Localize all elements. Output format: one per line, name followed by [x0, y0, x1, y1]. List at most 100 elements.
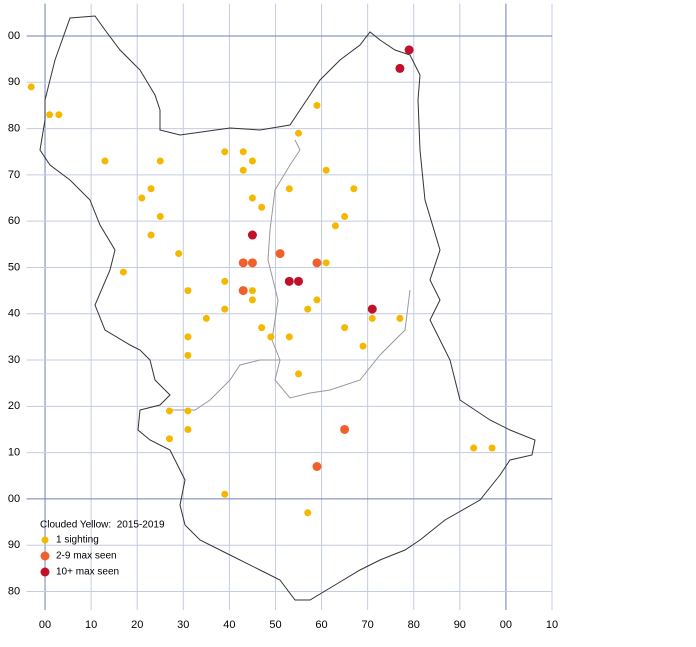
sighting-dot: [221, 148, 229, 156]
sighting-dot: [165, 435, 173, 443]
sighting-dot: [156, 157, 164, 165]
y-tick-label: 90: [8, 539, 20, 551]
sighting-dot: [138, 194, 146, 202]
legend-title: Clouded Yellow: 2015-2019: [40, 520, 165, 531]
sighting-dot: [285, 333, 293, 341]
sighting-dot: [312, 258, 322, 268]
sighting-dot: [55, 111, 63, 119]
x-tick-label: 30: [177, 619, 189, 631]
sighting-dot: [275, 249, 285, 259]
sighting-dot: [184, 333, 192, 341]
sighting-dot: [239, 148, 247, 156]
x-tick-label: 00: [500, 619, 512, 631]
county-boundary: [39, 15, 536, 601]
y-tick-label: 80: [8, 122, 20, 134]
grid: [26, 3, 553, 610]
legend: Clouded Yellow: 2015-2019 1 sighting 2-9 …: [40, 520, 165, 578]
sighting-dot: [294, 276, 304, 286]
sighting-dot: [322, 166, 330, 174]
x-tick-label: 60: [315, 619, 327, 631]
sighting-dot: [295, 370, 303, 378]
sighting-dot: [312, 462, 322, 472]
legend-label: 1 sighting: [56, 535, 99, 546]
legend-label: 2-9 max seen: [56, 551, 117, 562]
legend-marker: [40, 551, 50, 561]
sighting-dot: [304, 509, 312, 517]
sighting-dot: [184, 425, 192, 433]
y-tick-label: 20: [8, 400, 20, 412]
sighting-dot: [331, 222, 339, 230]
sighting-dot: [313, 101, 321, 109]
sighting-dot: [247, 258, 257, 268]
y-tick-label: 60: [8, 215, 20, 227]
sighting-dot: [221, 490, 229, 498]
sighting-dot: [27, 83, 35, 91]
sighting-dot: [248, 157, 256, 165]
y-tick-label: 30: [8, 354, 20, 366]
x-tick-label: 10: [546, 619, 558, 631]
sighting-dot: [165, 407, 173, 415]
sighting-dot: [238, 286, 248, 296]
sighting-dot: [101, 157, 109, 165]
sighting-dot: [46, 111, 54, 119]
sighting-dot: [340, 424, 350, 434]
sighting-dot: [395, 63, 405, 73]
sighting-dot: [322, 259, 330, 267]
x-tick-label: 40: [223, 619, 235, 631]
sighting-dot: [147, 231, 155, 239]
x-tick-label: 00: [39, 619, 51, 631]
sighting-dot: [247, 230, 257, 240]
sighting-dot: [238, 258, 248, 268]
sighting-dot: [248, 194, 256, 202]
sighting-dot: [258, 203, 266, 211]
sighting-dot: [258, 324, 266, 332]
sighting-dot: [285, 185, 293, 193]
sighting-dot: [295, 129, 303, 137]
sighting-dot: [119, 268, 127, 276]
sighting-dot: [239, 166, 247, 174]
y-tick-label: 00: [8, 30, 20, 42]
sighting-dot: [267, 333, 275, 341]
y-tick-label: 50: [8, 261, 20, 273]
y-tick-label: 90: [8, 76, 20, 88]
sighting-dot: [156, 213, 164, 221]
x-tick-label: 90: [454, 619, 466, 631]
y-tick-label: 70: [8, 169, 20, 181]
sighting-dot: [404, 45, 414, 55]
sighting-dot: [184, 351, 192, 359]
y-tick-label: 10: [8, 447, 20, 459]
sighting-dot: [350, 185, 358, 193]
legend-marker: [40, 567, 50, 577]
sighting-dot: [184, 407, 192, 415]
sighting-dot: [341, 324, 349, 332]
sighting-dot: [359, 342, 367, 350]
x-tick-label: 20: [131, 619, 143, 631]
sighting-dot: [202, 314, 210, 322]
sighting-dot: [313, 296, 321, 304]
sighting-dot: [147, 185, 155, 193]
sighting-dot: [396, 314, 404, 322]
sighting-dot: [304, 305, 312, 313]
x-tick-label: 80: [408, 619, 420, 631]
sighting-dot: [284, 276, 294, 286]
legend-marker: [41, 536, 49, 544]
sighting-dot: [221, 277, 229, 285]
sighting-dot: [248, 296, 256, 304]
sighting-dot: [470, 444, 478, 452]
district-boundary: [267, 139, 411, 399]
x-tick-label: 70: [362, 619, 374, 631]
sighting-dot: [488, 444, 496, 452]
x-tick-label: 10: [85, 619, 97, 631]
district-boundary: [170, 359, 280, 411]
sighting-dot: [368, 314, 376, 322]
legend-label: 10+ max seen: [56, 567, 119, 578]
sighting-dot: [248, 287, 256, 295]
sighting-dot: [341, 213, 349, 221]
y-tick-label: 00: [8, 493, 20, 505]
sighting-dot: [367, 304, 377, 314]
sighting-dot: [184, 287, 192, 295]
y-tick-label: 40: [8, 308, 20, 320]
x-tick-label: 50: [269, 619, 281, 631]
sighting-dot: [221, 305, 229, 313]
